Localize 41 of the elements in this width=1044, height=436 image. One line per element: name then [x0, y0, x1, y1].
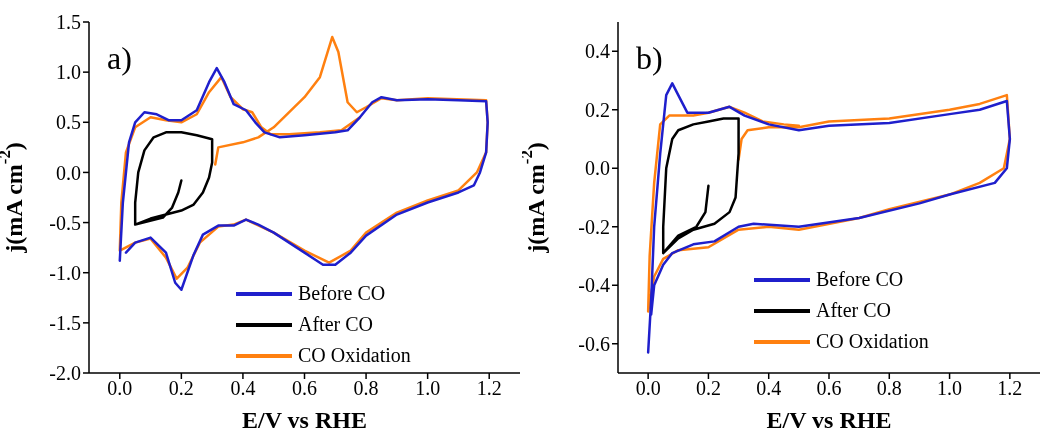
y-tick-label: 0.0	[56, 161, 81, 184]
legend-label: Before CO	[816, 267, 904, 292]
line-series	[133, 131, 214, 226]
x-axis-title: E/V vs RHE	[766, 407, 892, 433]
x-tick-label: 1.2	[476, 377, 502, 400]
x-tick-label: 0.2	[168, 377, 194, 400]
y-tick-label: -1.5	[49, 311, 81, 334]
legend-label: After CO	[816, 298, 891, 323]
y-tick-label: 0.5	[56, 111, 81, 134]
legend-label: Before CO	[298, 281, 386, 306]
line-series	[661, 117, 740, 255]
annotation: b)	[636, 40, 663, 77]
x-tick-label: 0.0	[107, 377, 133, 400]
y-tick-label: -0.6	[578, 332, 610, 355]
y-tick-label: 1.0	[56, 61, 81, 84]
y-tick-label: 0.2	[585, 98, 610, 121]
y-tick-label: 1.5	[56, 11, 81, 34]
x-tick-label: 1.0	[937, 377, 963, 400]
y-tick-label: 0.4	[585, 40, 610, 63]
x-tick-label: 0.6	[816, 377, 842, 400]
line-series	[646, 82, 1012, 354]
x-tick-label: 1.2	[997, 377, 1023, 400]
x-tick-label: 0.8	[353, 377, 379, 400]
x-tick-label: 0.4	[230, 377, 256, 400]
y-tick-label: -2.0	[49, 362, 81, 385]
x-tick-label: 0.2	[695, 377, 721, 400]
y-tick-label: -1.0	[49, 261, 81, 284]
y-tick-label: -0.4	[578, 274, 610, 297]
x-tick-label: 1.0	[415, 377, 441, 400]
y-tick-label: -0.5	[49, 211, 81, 234]
annotation: a)	[107, 40, 132, 77]
y-tick-label: -0.2	[578, 215, 610, 238]
x-tick-label: 0.8	[876, 377, 902, 400]
legend-label: CO Oxidation	[816, 329, 929, 354]
x-tick-label: 0.4	[756, 377, 782, 400]
x-tick-label: 0.0	[635, 377, 661, 400]
x-axis-title: E/V vs RHE	[242, 407, 367, 433]
x-tick-label: 0.6	[292, 377, 317, 400]
legend-label: CO Oxidation	[298, 343, 411, 368]
y-tick-label: 0.0	[585, 157, 610, 180]
legend-label: After CO	[298, 312, 373, 337]
